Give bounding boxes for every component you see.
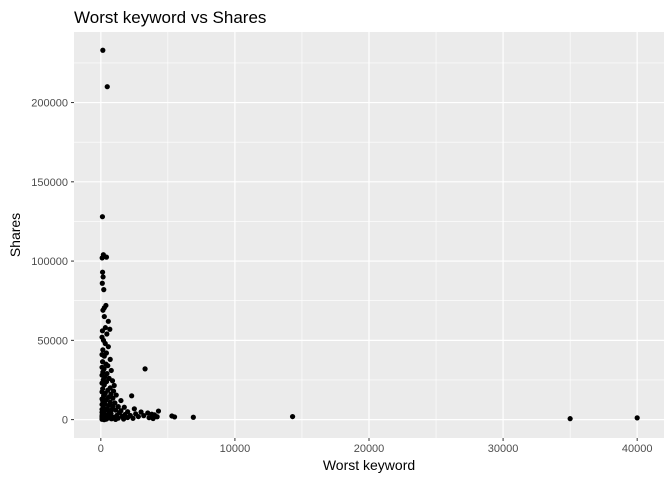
data-point — [109, 378, 116, 384]
y-axis-title: Shares — [7, 213, 23, 257]
data-point — [105, 318, 111, 324]
data-point — [101, 417, 107, 423]
x-tick-label: 10000 — [220, 443, 251, 455]
data-point — [103, 254, 110, 260]
data-point — [289, 413, 296, 420]
data-points — [99, 47, 640, 423]
x-axis: 0 10000 20000 30000 40000 — [98, 438, 653, 455]
data-point — [101, 287, 107, 293]
data-point — [112, 407, 119, 413]
data-point — [104, 331, 110, 337]
data-point — [100, 274, 106, 280]
data-point — [101, 382, 107, 388]
y-tick-label: 150000 — [31, 177, 68, 189]
data-point — [138, 409, 144, 415]
data-point — [150, 415, 156, 422]
data-point — [100, 307, 106, 313]
data-point — [141, 413, 147, 419]
data-point — [101, 313, 107, 320]
data-point — [100, 47, 106, 53]
data-point — [108, 416, 115, 422]
data-point — [146, 415, 152, 421]
data-point — [99, 328, 106, 334]
data-point — [118, 397, 124, 404]
data-point — [107, 356, 113, 362]
data-point — [130, 415, 136, 421]
chart-title: Worst keyword vs Shares — [74, 8, 266, 27]
data-point — [145, 410, 151, 416]
y-tick-label: 50000 — [37, 335, 68, 347]
y-tick-label: 200000 — [31, 98, 68, 110]
data-point — [131, 406, 137, 412]
data-point — [105, 363, 111, 369]
x-tick-label: 40000 — [622, 443, 653, 455]
data-point — [190, 414, 196, 420]
data-point — [154, 414, 160, 420]
data-point — [135, 413, 141, 420]
grid-major — [74, 32, 664, 438]
data-point — [105, 344, 111, 350]
x-tick-label: 20000 — [354, 443, 385, 455]
data-point — [99, 269, 106, 275]
y-tick-label: 100000 — [31, 256, 68, 268]
data-point — [104, 84, 110, 90]
data-point — [108, 367, 114, 374]
data-point — [99, 280, 105, 286]
y-axis: 0 50000 100000 150000 200000 — [31, 98, 74, 427]
data-point — [107, 326, 113, 332]
data-point — [142, 366, 148, 372]
data-point — [99, 214, 106, 220]
y-tick-label: 0 — [62, 415, 68, 427]
data-point — [171, 414, 178, 420]
data-point — [110, 395, 116, 401]
data-point — [125, 414, 131, 421]
data-point — [155, 408, 162, 414]
data-point — [634, 415, 640, 421]
data-point — [113, 392, 119, 398]
data-point — [129, 393, 135, 399]
x-tick-label: 0 — [98, 443, 104, 455]
x-tick-label: 30000 — [488, 443, 519, 455]
data-point — [567, 416, 573, 422]
x-axis-title: Worst keyword — [323, 457, 415, 473]
data-point — [111, 382, 117, 389]
data-point — [121, 416, 127, 422]
data-point — [112, 416, 119, 423]
data-point — [99, 255, 105, 261]
data-point — [101, 353, 107, 359]
data-point — [121, 404, 127, 410]
data-point — [100, 347, 106, 353]
